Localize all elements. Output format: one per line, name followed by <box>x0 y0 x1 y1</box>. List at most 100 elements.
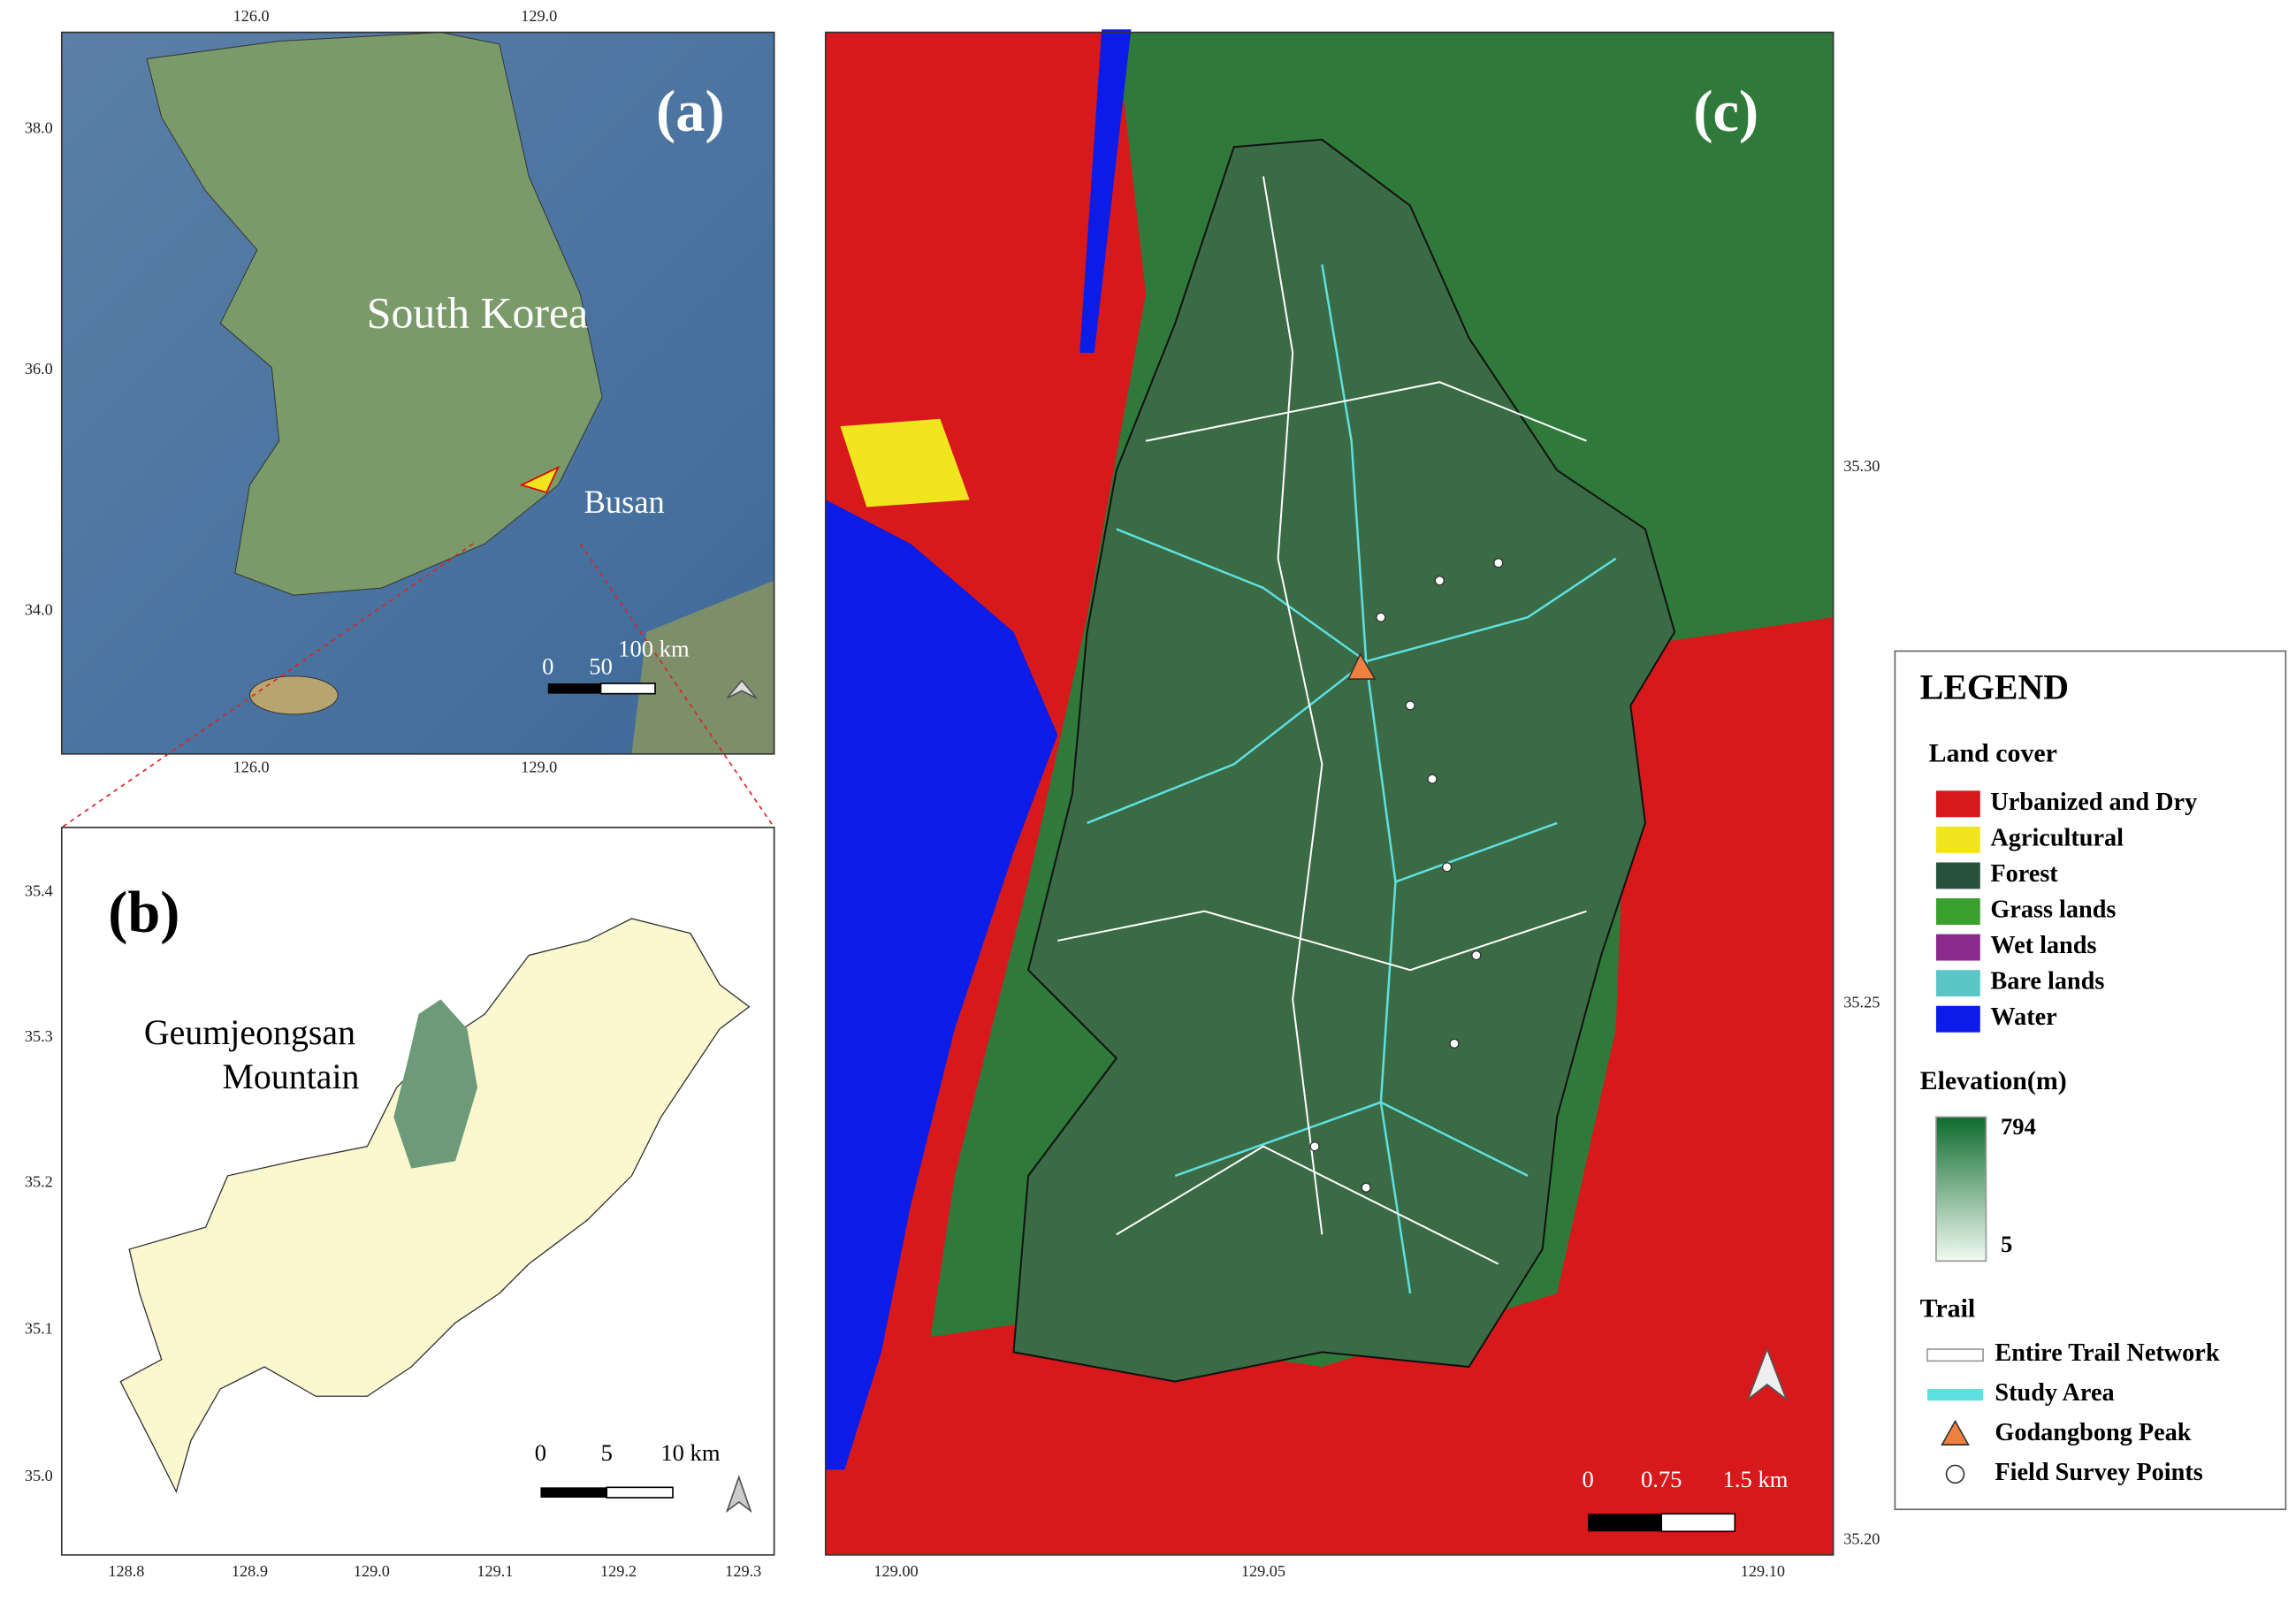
legend-entry: Forest <box>1990 860 2058 888</box>
x-tick-label: 126.0 <box>233 7 270 25</box>
x-tick-label: 129.0 <box>354 1562 390 1580</box>
section-title: Trail <box>1920 1294 1976 1324</box>
scale-bar <box>1660 1513 1736 1533</box>
legend-entry: Bare lands <box>1990 968 2104 996</box>
scale-label: 5 <box>601 1439 613 1466</box>
japan-land <box>631 580 774 754</box>
x-tick-label: 129.2 <box>600 1562 637 1580</box>
legend-entry: Wet lands <box>1990 932 2096 959</box>
survey-swatch <box>1945 1464 1965 1484</box>
section-title: Land cover <box>1929 738 2057 767</box>
x-tick-label: 128.8 <box>108 1562 144 1580</box>
peak-swatch <box>1941 1419 1970 1446</box>
panel-label: (c) <box>1693 80 1758 144</box>
legend-entry: Water <box>1990 1003 2056 1031</box>
x-tick-label: 129.10 <box>1741 1562 1785 1580</box>
frame <box>60 31 775 755</box>
river <box>1079 29 1132 353</box>
elevation-ramp <box>1935 1116 1987 1263</box>
scale-label: 50 <box>589 652 613 679</box>
x-tick-label: 129.00 <box>873 1562 918 1580</box>
legend-swatch <box>1935 790 1980 818</box>
y-tick-label: 35.25 <box>1843 994 1880 1011</box>
panel-label: (b) <box>108 881 179 945</box>
legend-title: LEGEND <box>1920 667 2069 706</box>
scale-label: 100 km <box>618 636 690 662</box>
legend-swatch <box>1935 898 1980 925</box>
y-tick-label: 35.2 <box>25 1172 53 1190</box>
panel-label: (a) <box>656 80 724 144</box>
place-label: Geumjeongsan <box>144 1012 355 1052</box>
panel-a: (a) South Korea Busan <box>60 31 775 755</box>
y-tick-label: 35.30 <box>1843 457 1880 475</box>
elevation-min: 5 <box>2001 1231 2012 1257</box>
y-tick-label: 35.1 <box>25 1320 53 1338</box>
scale-label: 0 <box>542 652 553 679</box>
x-tick-label: 129.3 <box>725 1562 761 1580</box>
place-label: Mountain <box>222 1057 359 1096</box>
x-tick-label: 129.0 <box>521 759 557 776</box>
study-trails <box>1087 264 1617 1294</box>
jeju <box>248 675 339 715</box>
legend: LEGEND Land cover Elevation(m) 794 5 Tra… <box>1894 650 2287 1511</box>
peak-marker <box>1346 652 1377 680</box>
scale-bar <box>599 683 656 695</box>
legend-swatch <box>1935 826 1980 853</box>
x-tick-label: 128.9 <box>232 1562 268 1580</box>
scale-label: 0 <box>1582 1466 1593 1492</box>
scale-bar <box>1588 1514 1662 1532</box>
y-tick-label: 35.0 <box>25 1467 53 1484</box>
legend-swatch <box>1935 934 1980 961</box>
city-label: Busan <box>584 484 664 520</box>
north-arrow <box>726 679 758 699</box>
scale-label: 0.75 <box>1641 1466 1682 1492</box>
y-tick-label: 35.4 <box>25 881 53 899</box>
y-tick-label: 35.3 <box>25 1027 53 1045</box>
y-tick-label: 38.0 <box>25 118 53 136</box>
scale-bar <box>547 683 601 694</box>
elevation-max: 794 <box>2001 1113 2036 1140</box>
scale-label: 10 km <box>660 1439 720 1466</box>
legend-entry: Agricultural <box>1990 824 2124 851</box>
scale-bar <box>540 1487 607 1498</box>
y-tick-label: 36.0 <box>25 360 53 378</box>
x-tick-label: 129.0 <box>521 7 557 25</box>
panel-c: (c) <box>824 29 1835 1556</box>
scale-label: 0 <box>535 1439 546 1466</box>
trail-network <box>1057 176 1587 1265</box>
trail-swatch <box>1926 1388 1984 1401</box>
korea-land <box>146 32 603 596</box>
x-tick-label: 129.1 <box>477 1562 513 1580</box>
x-tick-label: 126.0 <box>233 759 270 776</box>
frame <box>824 31 1835 1556</box>
river <box>825 500 1058 1470</box>
survey-points <box>1309 558 1504 1193</box>
agricultural-area <box>840 418 970 507</box>
legend-swatch <box>1935 1005 1980 1033</box>
legend-entry: Field Survey Points <box>1995 1459 2202 1486</box>
country-label: South Korea <box>367 289 588 338</box>
busan-marker <box>519 465 561 493</box>
legend-entry: Study Area <box>1995 1379 2114 1407</box>
connector <box>61 543 775 828</box>
y-tick-label: 34.0 <box>25 601 53 619</box>
legend-entry: Urbanized and Dry <box>1990 789 2197 816</box>
north-arrow <box>1746 1346 1789 1402</box>
scale-label: 1.5 km <box>1723 1466 1789 1492</box>
panel-b: (b) Geumjeongsan Mountain <box>60 827 775 1556</box>
section-title: Elevation(m) <box>1920 1066 2067 1095</box>
mountain-area <box>393 999 478 1169</box>
legend-swatch <box>1935 862 1980 889</box>
trail-swatch <box>1926 1348 1984 1362</box>
x-tick-label: 129.05 <box>1241 1562 1285 1580</box>
scale-bar <box>606 1486 674 1499</box>
urban-area <box>825 617 1834 1555</box>
legend-entry: Entire Trail Network <box>1995 1339 2219 1367</box>
forest-area <box>1278 32 1834 118</box>
north-arrow <box>725 1475 752 1514</box>
y-tick-label: 35.20 <box>1843 1530 1880 1547</box>
legend-entry: Godangbong Peak <box>1995 1419 2191 1446</box>
legend-swatch <box>1935 970 1980 997</box>
busan-land <box>119 918 751 1494</box>
